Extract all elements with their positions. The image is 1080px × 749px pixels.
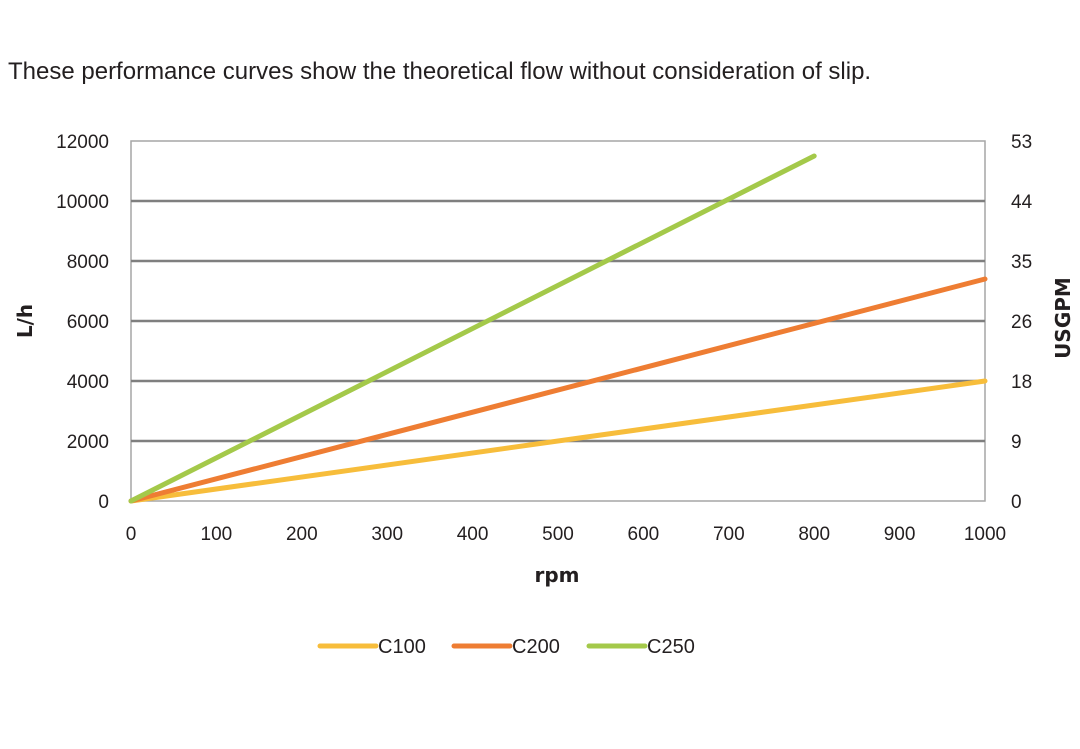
chart-caption: These performance curves show the theore…: [8, 58, 872, 85]
y-tick-label: 2000: [67, 432, 109, 453]
x-tick-label: 1000: [964, 524, 1006, 545]
y2-tick-label: 18: [1011, 372, 1032, 393]
series-line-c250: [128, 153, 817, 504]
y-tick-label: 0: [98, 492, 109, 513]
y2-tick-label: 9: [1011, 432, 1022, 453]
y-tick-label: 6000: [67, 312, 109, 333]
x-axis-title: rpm: [534, 563, 579, 587]
y-tick-label: 10000: [56, 192, 109, 213]
legend: C100 C200 C250: [317, 636, 695, 658]
series-line-c100: [128, 378, 988, 504]
x-tick-label: 0: [126, 524, 137, 545]
x-tick-label: 500: [542, 524, 574, 545]
grid-layer: [130, 140, 986, 502]
y-tick-label: 8000: [67, 252, 109, 273]
y-tick-label: 12000: [56, 132, 109, 153]
y2-tick-label: 53: [1011, 132, 1032, 153]
y2-axis-title: USGPM: [1051, 277, 1075, 359]
x-tick-label: 200: [286, 524, 318, 545]
legend-label-c100: C100: [378, 636, 426, 658]
y-tick-label: 4000: [67, 372, 109, 393]
y2-tick-label: 44: [1011, 192, 1033, 213]
x-tick-label: 400: [457, 524, 489, 545]
series-layer: [128, 153, 988, 504]
x-tick-label: 800: [798, 524, 830, 545]
x-tick-label: 600: [628, 524, 660, 545]
ticks-layer: 0 2000 4000 6000 8000 10000 12000 0 9 18 26 35 44 53 0…: [56, 132, 1032, 545]
x-tick-label: 100: [201, 524, 233, 545]
y-axis-title: L/h: [13, 304, 37, 338]
legend-label-c250: C250: [647, 636, 695, 658]
series-line-c200: [128, 276, 988, 504]
legend-label-c200: C200: [512, 636, 560, 658]
x-tick-label: 300: [371, 524, 403, 545]
x-tick-label: 700: [713, 524, 745, 545]
y2-tick-label: 0: [1011, 492, 1022, 513]
y2-tick-label: 26: [1011, 312, 1032, 333]
y2-tick-label: 35: [1011, 252, 1032, 273]
x-tick-label: 900: [884, 524, 916, 545]
